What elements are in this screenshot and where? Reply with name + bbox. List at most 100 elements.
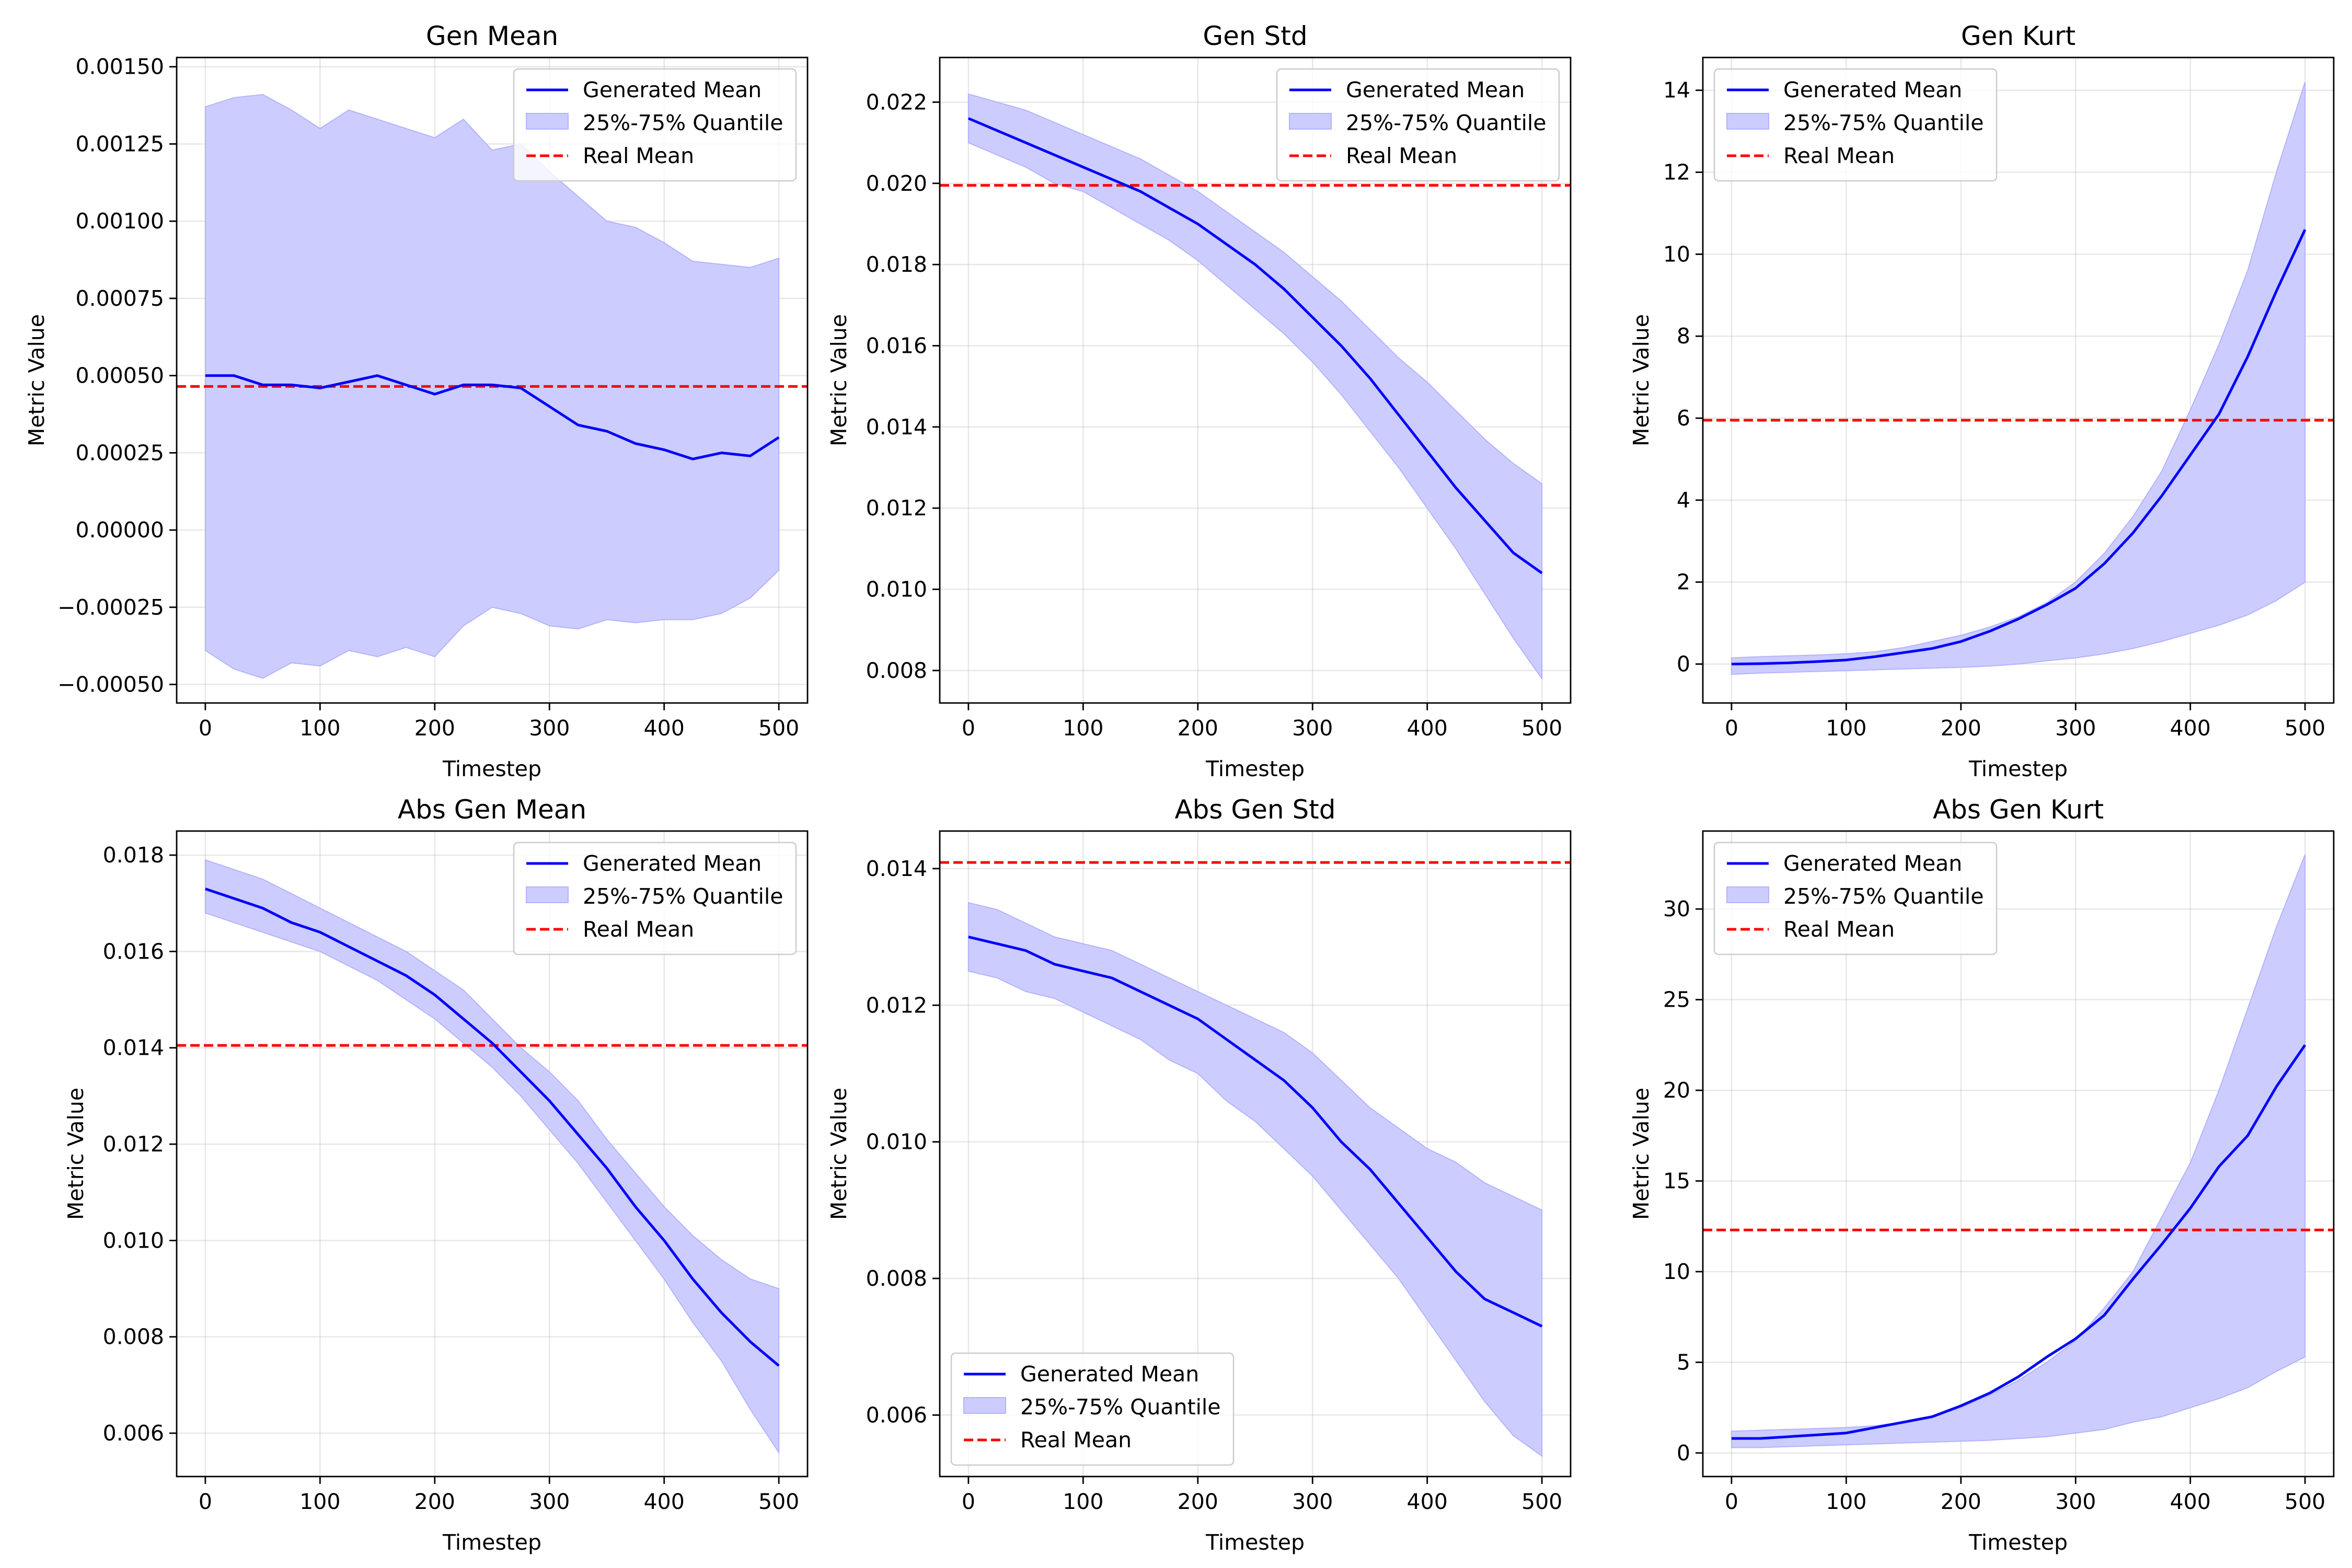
x-tick-label: 500 [2285,1489,2325,1514]
x-tick-label: 0 [962,716,975,741]
legend: Generated Mean 25%-75% Quantile Real Mean [1713,68,1998,182]
chart-title: Abs Gen Std [1174,794,1335,825]
y-tick-label: 0.016 [103,939,164,964]
x-axis-label: Timestep [442,756,541,781]
x-tick-label: 500 [1521,716,1562,741]
x-tick-label: 200 [414,716,455,741]
y-axis-label: Metric Value [826,314,851,446]
generated-mean-line [205,374,780,460]
x-tick-label: 300 [529,1489,570,1514]
x-tick-label: 100 [299,716,340,741]
y-tick-label: 0.00050 [75,363,164,388]
legend-frame [1276,68,1560,182]
y-axis-label: Metric Value [1629,1088,1654,1220]
generated-mean-line [1731,1044,2307,1440]
x-axis-label: Timestep [442,1530,541,1555]
x-tick-label: 400 [644,1489,685,1514]
quantile-band [967,93,1543,681]
y-tick-label: −0.00050 [57,672,164,697]
legend-swatch-quantile [526,113,569,130]
legend-label: 25%-75% Quantile [583,884,783,909]
y-tick-label: 0.00025 [75,440,164,465]
legend-frame [950,1352,1235,1466]
y-tick-label: 0.016 [866,333,927,358]
y-tick-label: 0.012 [866,993,927,1018]
legend-label: 25%-75% Quantile [1020,1394,1221,1420]
y-axis-label: Metric Value [63,1088,88,1220]
y-tick-label: −0.00025 [57,595,164,620]
plot-area [177,859,808,1455]
subplot-5: 0 100 200 300 400 500 0.006 0.008 0.010 0.012 0.01… [826,794,1572,1555]
x-tick-label: 100 [299,1489,340,1514]
y-tick-label: 0.020 [866,171,927,196]
legend-label: Real Mean [1020,1427,1132,1452]
x-tick-label: 500 [2285,716,2325,741]
x-axis-label: Timestep [1205,1530,1305,1555]
chart-title: Gen Mean [426,21,558,51]
x-tick-label: 200 [1941,1489,1981,1514]
y-tick-label: 0.008 [866,1266,927,1291]
x-tick-label: 100 [1063,716,1103,741]
y-tick-label: 10 [1663,1259,1690,1284]
y-tick-label: 0.00075 [75,286,164,311]
legend-swatch-quantile [1289,113,1332,130]
y-tick-label: 12 [1663,160,1690,185]
chart-title: Gen Std [1203,21,1307,51]
legend: Generated Mean 25%-75% Quantile Real Mean [1276,68,1560,182]
legend: Generated Mean 25%-75% Quantile Real Mean [1713,841,1998,955]
x-tick-label: 0 [1725,716,1738,741]
legend-swatch-quantile [526,886,569,903]
y-tick-label: 0.008 [866,658,927,683]
legend-label: 25%-75% Quantile [1783,110,1984,135]
x-tick-label: 400 [644,716,685,741]
x-tick-label: 400 [2170,716,2211,741]
y-tick-label: 0.010 [866,577,927,602]
y-tick-label: 0.012 [866,495,927,521]
y-tick-label: 30 [1663,896,1690,921]
y-tick-label: 0.006 [866,1402,927,1427]
y-tick-label: 2 [1677,570,1690,595]
x-tick-label: 300 [1292,1489,1333,1514]
subplot-6: 0 100 200 300 400 500 0 5 10 15 20 25 30 Abs Gen Kurt… [1629,794,2335,1555]
axes-frame [176,56,809,704]
y-tick-label: 0.00125 [75,131,164,156]
x-tick-label: 400 [2170,1489,2211,1514]
legend-label: Generated Mean [1783,851,1962,876]
legend-label: Generated Mean [1020,1362,1199,1387]
y-tick-label: 4 [1677,488,1690,513]
legend-swatch-quantile [1726,886,1769,903]
y-tick-label: 0.014 [103,1035,164,1060]
x-tick-label: 500 [758,716,799,741]
y-tick-label: 0.012 [103,1132,164,1157]
y-tick-label: 15 [1663,1169,1690,1194]
x-tick-label: 0 [199,716,212,741]
y-tick-label: 0 [1677,1440,1690,1466]
plot-area [940,93,1571,681]
legend-label: Real Mean [583,917,694,942]
y-tick-label: 0 [1677,652,1690,677]
generated-mean-line [967,117,1543,574]
y-tick-label: 0.00000 [75,517,164,543]
subplot-2: 0 100 200 300 400 500 0.008 0.010 0.012 0.014 0.01… [826,21,1572,781]
x-axis-label: Timestep [1968,756,2068,781]
x-tick-label: 300 [1292,716,1333,741]
x-tick-label: 200 [1178,716,1218,741]
legend-frame [513,68,797,182]
x-tick-label: 100 [1063,1489,1103,1514]
legend-label: 25%-75% Quantile [583,110,783,135]
y-tick-label: 5 [1677,1350,1690,1375]
plot-area [177,94,808,679]
x-tick-label: 100 [1826,716,1866,741]
y-tick-label: 0.006 [103,1421,164,1446]
x-tick-label: 300 [2055,716,2096,741]
y-tick-label: 0.00150 [75,54,164,79]
axes-frame [176,830,809,1478]
chart-title: Abs Gen Mean [398,794,586,825]
y-tick-label: 8 [1677,324,1690,349]
quantile-band [967,902,1543,1457]
quantile-band [204,859,780,1455]
legend-label: Real Mean [1783,917,1895,942]
x-tick-label: 500 [1521,1489,1562,1514]
x-tick-label: 400 [1407,716,1448,741]
